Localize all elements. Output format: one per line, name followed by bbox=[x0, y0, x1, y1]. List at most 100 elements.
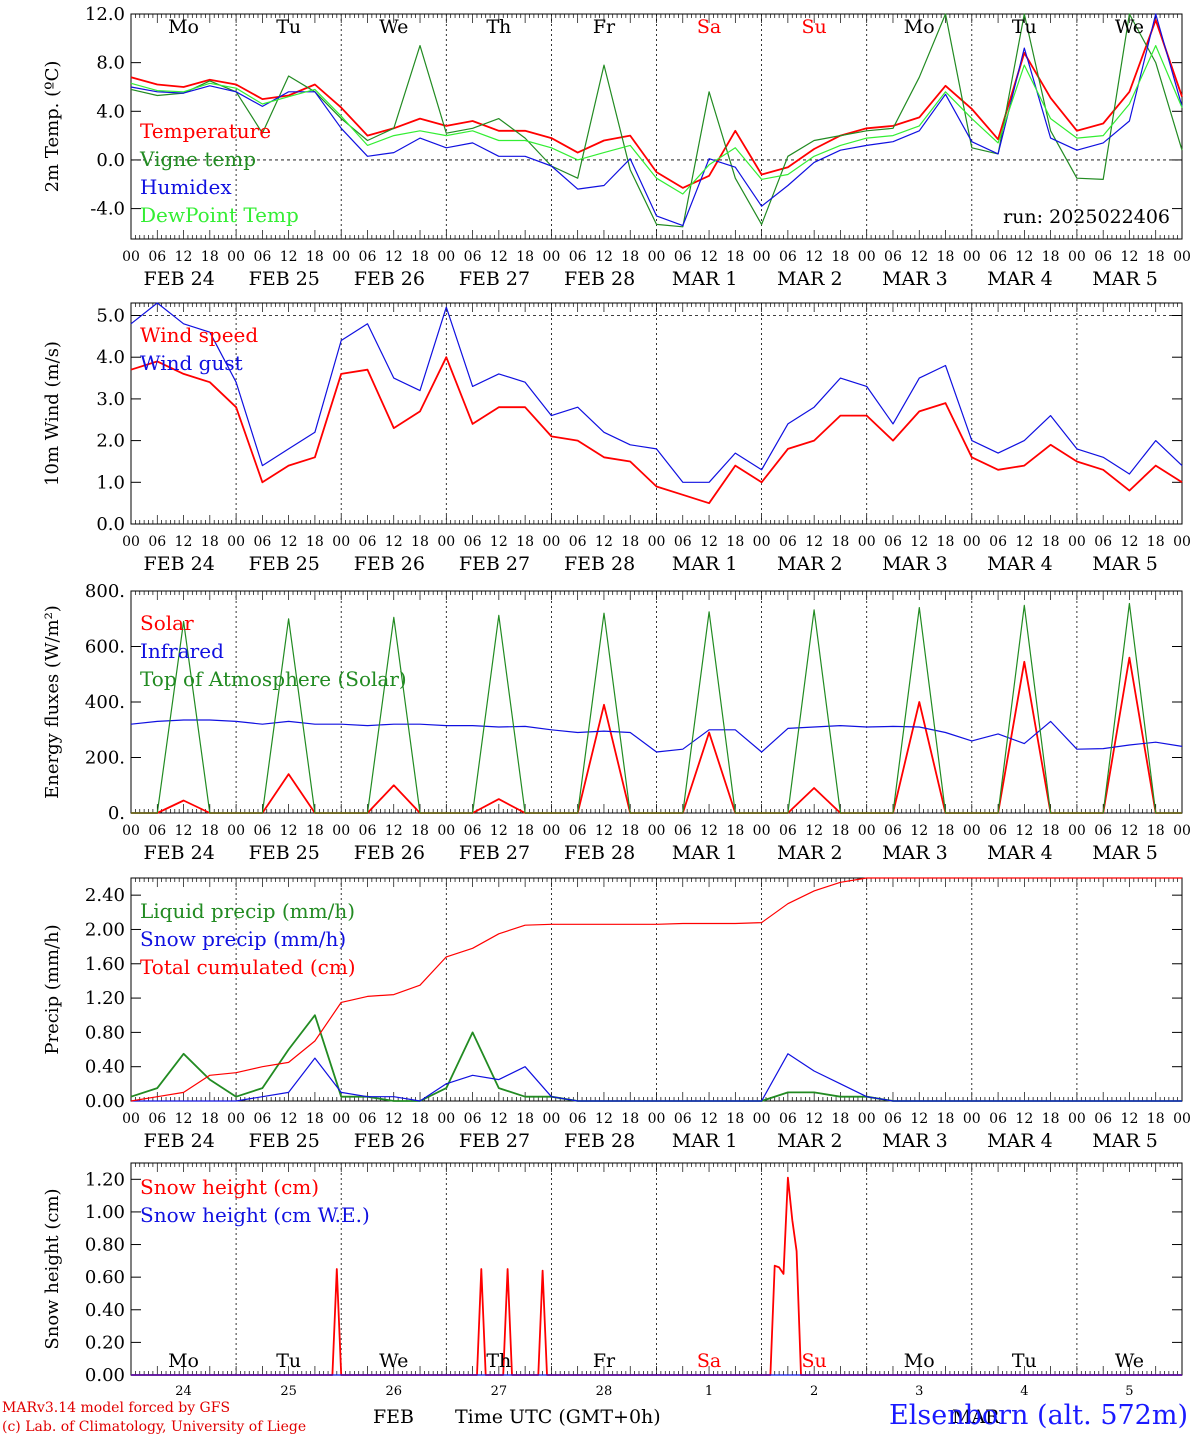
hour-tick-label: 18 bbox=[411, 534, 429, 550]
hour-tick-label: 00 bbox=[648, 534, 666, 550]
hour-tick-label: 00 bbox=[648, 1111, 666, 1127]
y-tick-label: 4.0 bbox=[96, 347, 125, 368]
legend-entry: Total cumulated (cm) bbox=[140, 955, 356, 979]
date-label: MAR 3 bbox=[882, 1130, 948, 1152]
hour-tick-label: 06 bbox=[1094, 534, 1112, 550]
weekday-label: Mo bbox=[904, 1350, 935, 1372]
hour-tick-label: 18 bbox=[726, 823, 744, 839]
hour-tick-label: 06 bbox=[148, 249, 166, 265]
hour-tick-label: 06 bbox=[464, 1111, 482, 1127]
hour-tick-label: 12 bbox=[175, 249, 193, 265]
hour-tick-label: 06 bbox=[253, 249, 271, 265]
legend-entry: Temperature bbox=[140, 119, 271, 143]
hour-tick-label: 18 bbox=[832, 1111, 850, 1127]
legend-entry: Wind gust bbox=[140, 351, 243, 375]
hour-tick-label: 12 bbox=[385, 823, 403, 839]
y-tick-label: 0.80 bbox=[85, 1022, 125, 1043]
hour-tick-label: 06 bbox=[674, 823, 692, 839]
day-number-label: 5 bbox=[1125, 1384, 1133, 1399]
run-annotation: run: 2025022406 bbox=[1003, 206, 1170, 228]
hour-tick-label: 18 bbox=[516, 1111, 534, 1127]
date-label: MAR 3 bbox=[882, 842, 948, 864]
hour-tick-label: 00 bbox=[963, 249, 981, 265]
hour-tick-label: 12 bbox=[595, 823, 613, 839]
date-label: MAR 5 bbox=[1092, 553, 1158, 575]
hour-tick-label: 00 bbox=[648, 823, 666, 839]
hour-tick-label: 00 bbox=[648, 249, 666, 265]
hour-tick-label: 12 bbox=[1015, 249, 1033, 265]
weekday-label: Tu bbox=[276, 1350, 301, 1372]
hour-tick-label: 18 bbox=[411, 823, 429, 839]
hour-tick-label: 00 bbox=[858, 249, 876, 265]
y-axis-label: Snow height (cm) bbox=[42, 1188, 63, 1349]
hour-tick-label: 06 bbox=[884, 534, 902, 550]
date-label: FEB 27 bbox=[459, 842, 530, 864]
panel-2 bbox=[130, 302, 1183, 525]
y-tick-label: 800. bbox=[85, 581, 125, 602]
series-line-snow-precip-mm-h bbox=[131, 1053, 1182, 1102]
series-line-dewpoint-temp bbox=[130, 44, 1183, 195]
date-label: MAR 1 bbox=[672, 1130, 738, 1152]
hour-tick-label: 06 bbox=[674, 534, 692, 550]
weekday-label: Su bbox=[802, 1350, 827, 1372]
day-number-label: 4 bbox=[1020, 1384, 1028, 1399]
date-label: MAR 4 bbox=[987, 268, 1053, 290]
hour-tick-label: 18 bbox=[1147, 534, 1165, 550]
model-credit: MARv3.14 model forced by GFS bbox=[2, 1400, 231, 1416]
series-line-wind-speed bbox=[130, 356, 1183, 505]
hour-tick-label: 12 bbox=[595, 1111, 613, 1127]
date-label: FEB 25 bbox=[249, 1130, 320, 1152]
hour-tick-label: 00 bbox=[963, 823, 981, 839]
hour-tick-label: 18 bbox=[937, 823, 955, 839]
weekday-label: Fr bbox=[593, 1350, 616, 1372]
hour-tick-label: 18 bbox=[201, 249, 219, 265]
legend-entry: Vigne temp bbox=[139, 147, 256, 171]
hour-tick-label: 12 bbox=[1121, 823, 1139, 839]
hour-tick-label: 12 bbox=[385, 1111, 403, 1127]
panel-4 bbox=[130, 877, 1183, 1102]
y-tick-label: 0.00 bbox=[85, 1365, 125, 1386]
hour-tick-label: 18 bbox=[621, 1111, 639, 1127]
y-tick-label: 1.00 bbox=[85, 1202, 125, 1223]
hour-tick-label: 12 bbox=[385, 249, 403, 265]
hour-tick-label: 06 bbox=[148, 534, 166, 550]
hour-tick-label: 00 bbox=[122, 1111, 140, 1127]
hour-tick-label: 06 bbox=[148, 1111, 166, 1127]
hour-tick-label: 00 bbox=[122, 823, 140, 839]
date-label: FEB 24 bbox=[144, 268, 215, 290]
hour-tick-label: 18 bbox=[937, 249, 955, 265]
hour-tick-label: 06 bbox=[779, 1111, 797, 1127]
y-tick-label: 0. bbox=[108, 803, 125, 824]
hour-tick-label: 00 bbox=[437, 249, 455, 265]
legend-entry: Snow height (cm W.E.) bbox=[140, 1203, 370, 1227]
hour-tick-label: 18 bbox=[411, 1111, 429, 1127]
hour-tick-label: 00 bbox=[437, 1111, 455, 1127]
hour-tick-label: 12 bbox=[910, 249, 928, 265]
hour-tick-label: 18 bbox=[726, 1111, 744, 1127]
y-tick-label: -4.0 bbox=[90, 199, 125, 220]
hour-tick-label: 12 bbox=[280, 249, 298, 265]
series-line-infrared bbox=[130, 719, 1183, 753]
weekday-label: Th bbox=[486, 1350, 511, 1372]
hour-tick-label: 18 bbox=[306, 249, 324, 265]
date-label: FEB 25 bbox=[249, 842, 320, 864]
weekday-label: Th bbox=[486, 16, 511, 38]
y-tick-label: 5.0 bbox=[96, 306, 125, 327]
hour-tick-label: 12 bbox=[490, 1111, 508, 1127]
hour-tick-label: 06 bbox=[779, 823, 797, 839]
hour-tick-label: 06 bbox=[148, 823, 166, 839]
hour-tick-label: 06 bbox=[569, 1111, 587, 1127]
date-label: FEB 27 bbox=[459, 268, 530, 290]
hour-tick-label: 18 bbox=[621, 823, 639, 839]
day-number-label: 1 bbox=[705, 1384, 713, 1399]
hour-tick-label: 00 bbox=[1173, 534, 1191, 550]
day-number-label: 2 bbox=[810, 1384, 818, 1399]
y-tick-label: 0.00 bbox=[85, 1091, 125, 1112]
hour-tick-label: 12 bbox=[490, 534, 508, 550]
hour-tick-label: 12 bbox=[490, 249, 508, 265]
hour-tick-label: 06 bbox=[884, 1111, 902, 1127]
date-label: MAR 4 bbox=[987, 1130, 1053, 1152]
hour-tick-label: 00 bbox=[122, 249, 140, 265]
date-label: FEB 27 bbox=[459, 553, 530, 575]
hour-tick-label: 12 bbox=[1015, 823, 1033, 839]
